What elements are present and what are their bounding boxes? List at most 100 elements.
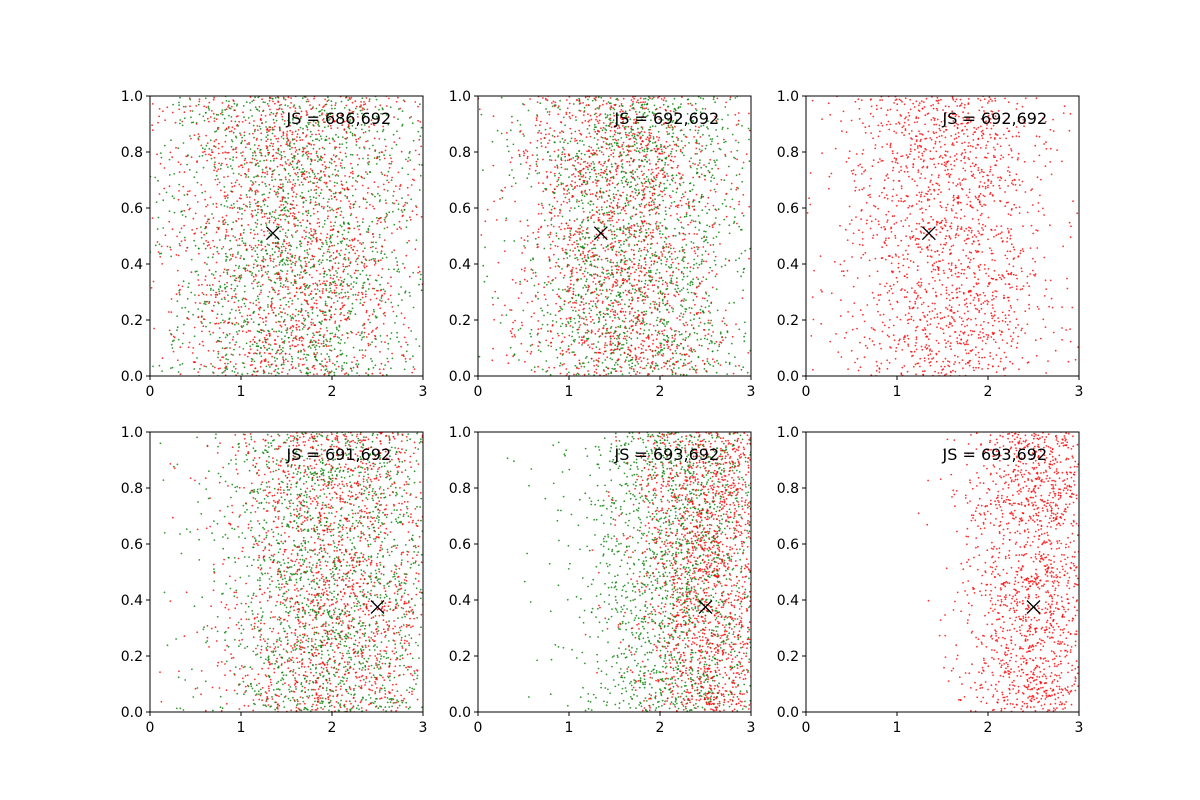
data-point — [345, 141, 348, 144]
data-point — [365, 309, 368, 312]
data-point — [282, 204, 285, 206]
data-point — [331, 137, 334, 140]
data-point — [724, 336, 727, 339]
data-point — [305, 151, 308, 154]
data-point — [307, 150, 309, 153]
data-point — [363, 256, 365, 258]
data-point — [374, 262, 377, 264]
data-point — [541, 309, 544, 312]
data-point — [614, 310, 616, 312]
data-point — [172, 103, 175, 106]
data-point — [238, 183, 241, 186]
data-point — [288, 292, 291, 294]
data-point — [732, 222, 735, 225]
data-point — [309, 201, 312, 204]
data-point — [221, 290, 224, 292]
data-point — [605, 288, 608, 291]
data-point — [215, 138, 218, 141]
data-point — [391, 306, 394, 308]
data-point — [656, 364, 659, 367]
data-point — [486, 275, 488, 278]
data-point — [713, 177, 715, 180]
y-tick-label: 1.0 — [121, 89, 143, 105]
data-point — [358, 255, 360, 257]
data-point — [204, 97, 207, 100]
data-point — [286, 236, 289, 239]
data-point — [277, 188, 280, 191]
data-point — [238, 280, 241, 283]
data-point — [621, 270, 623, 273]
data-point — [679, 333, 681, 336]
data-point — [226, 271, 229, 274]
data-point — [710, 143, 712, 146]
data-point — [313, 228, 315, 231]
data-point — [252, 312, 255, 314]
data-point — [693, 205, 696, 208]
data-point — [670, 178, 673, 181]
data-point — [289, 121, 291, 124]
data-point — [329, 229, 332, 232]
data-point — [357, 294, 359, 296]
data-point — [342, 265, 345, 268]
data-point — [272, 288, 274, 290]
data-point — [379, 289, 382, 292]
data-point — [232, 99, 235, 101]
data-point — [334, 147, 336, 150]
data-point — [414, 149, 417, 152]
data-point — [673, 340, 676, 342]
data-point — [691, 120, 694, 122]
data-point — [367, 288, 370, 290]
data-point — [419, 103, 421, 106]
data-point — [701, 107, 704, 110]
data-point — [309, 104, 311, 106]
data-point — [267, 295, 270, 298]
data-point — [354, 100, 357, 103]
data-point — [237, 211, 239, 214]
data-point — [263, 193, 265, 196]
data-point — [238, 237, 241, 240]
data-point — [329, 274, 332, 277]
data-point — [208, 109, 211, 111]
data-point — [318, 104, 321, 106]
data-point — [530, 369, 533, 371]
data-point — [657, 368, 660, 370]
data-point — [226, 285, 228, 288]
data-point — [224, 235, 227, 238]
data-point — [156, 153, 158, 156]
data-point — [333, 140, 336, 143]
data-point — [598, 316, 600, 319]
data-point — [283, 320, 285, 323]
data-point — [171, 195, 174, 198]
data-point — [205, 144, 208, 147]
data-point — [226, 362, 229, 365]
data-point — [301, 364, 304, 366]
data-point — [718, 223, 721, 226]
data-point — [279, 178, 281, 181]
data-point — [587, 98, 589, 101]
data-point — [605, 124, 608, 127]
data-point — [620, 137, 623, 139]
data-point — [311, 107, 314, 110]
data-point — [580, 175, 583, 178]
data-point — [654, 178, 657, 181]
data-point — [346, 195, 348, 198]
data-point — [298, 184, 301, 186]
data-point — [306, 112, 308, 114]
data-point — [312, 344, 315, 346]
data-point — [623, 254, 625, 257]
data-point — [206, 142, 209, 145]
data-point — [395, 143, 398, 146]
data-point — [568, 192, 571, 194]
data-point — [344, 152, 347, 155]
data-point — [589, 260, 592, 263]
data-point — [624, 317, 627, 320]
data-point — [335, 295, 337, 297]
data-point — [596, 239, 599, 242]
data-point — [240, 141, 243, 144]
data-point — [370, 123, 373, 125]
data-point — [272, 260, 275, 263]
data-point — [261, 317, 264, 320]
data-point — [297, 298, 299, 300]
data-point — [584, 323, 587, 326]
data-point — [731, 133, 734, 136]
